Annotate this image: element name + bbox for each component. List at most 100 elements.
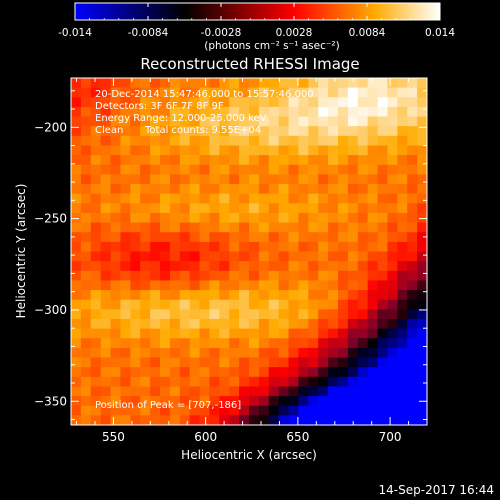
heatmap-cell	[160, 241, 171, 252]
heatmap-cell	[189, 415, 200, 425]
heatmap-cell	[120, 193, 131, 204]
heatmap-cell	[258, 203, 270, 214]
heatmap-cell	[90, 106, 102, 117]
heatmap-cell	[347, 386, 359, 397]
heatmap-cell	[179, 367, 191, 378]
heatmap-cell	[209, 299, 220, 310]
heatmap-cell	[387, 376, 398, 387]
heatmap-cell	[338, 87, 349, 98]
heatmap-cell	[417, 280, 427, 291]
heatmap-cell	[258, 328, 270, 339]
heatmap-cell	[90, 338, 102, 349]
heatmap-cell	[130, 126, 141, 137]
heatmap-cell	[377, 261, 388, 272]
heatmap-cell	[328, 318, 339, 330]
heatmap-cell	[367, 338, 378, 349]
heatmap-cell	[308, 405, 319, 416]
heatmap-cell	[288, 97, 299, 108]
heatmap-cell	[298, 184, 309, 195]
heatmap-cell	[189, 241, 200, 252]
heatmap-cell	[318, 87, 329, 98]
heatmap-cell	[328, 126, 339, 137]
heatmap-cell	[100, 347, 111, 358]
heatmap-cell	[417, 299, 427, 310]
heatmap-cell	[100, 261, 111, 272]
heatmap-cell	[407, 318, 418, 330]
heatmap-cell	[239, 347, 250, 358]
heatmap-cell	[110, 338, 121, 349]
heatmap-cell	[150, 290, 161, 301]
heatmap-cell	[249, 318, 260, 330]
heatmap-cell	[318, 318, 329, 330]
heatmap-cell	[160, 232, 171, 243]
heatmap-cell	[298, 415, 309, 425]
heatmap-cell	[387, 145, 398, 156]
heatmap-cell	[100, 328, 111, 339]
heatmap-cell	[288, 261, 299, 272]
heatmap-cell	[407, 78, 418, 89]
heatmap-cell	[357, 405, 369, 416]
heatmap-cell	[338, 396, 349, 407]
heatmap-cell	[308, 145, 319, 156]
heatmap-cell	[199, 261, 210, 272]
heatmap-cell	[387, 135, 398, 146]
heatmap-cell	[100, 241, 111, 252]
heatmap-cell	[130, 270, 141, 281]
heatmap-cell	[100, 164, 111, 175]
heatmap-cell	[298, 87, 309, 98]
heatmap-cell	[357, 106, 369, 117]
heatmap-cell	[338, 145, 349, 156]
heatmap-cell	[258, 184, 270, 195]
heatmap-cell	[278, 318, 289, 330]
heatmap-cell	[278, 415, 289, 425]
heatmap-cell	[387, 174, 398, 185]
heatmap-cell	[140, 232, 151, 243]
heatmap-cell	[347, 193, 359, 204]
heatmap-cell	[318, 357, 329, 368]
heatmap-cell	[417, 270, 427, 281]
heatmap-cell	[417, 193, 427, 204]
heatmap-cell	[278, 367, 289, 378]
heatmap-cell	[417, 318, 427, 330]
heatmap-cell	[417, 126, 427, 137]
heatmap-cell	[318, 347, 329, 358]
heatmap-cell	[417, 232, 427, 243]
heatmap-cell	[397, 97, 408, 108]
heatmap-cell	[278, 232, 289, 243]
heatmap-cell	[150, 367, 161, 378]
heatmap-cell	[338, 261, 349, 272]
heatmap-cell	[397, 232, 408, 243]
heatmap-cell	[110, 155, 121, 166]
heatmap-cell	[80, 193, 92, 204]
heatmap-cell	[229, 184, 240, 195]
heatmap-cell	[407, 232, 418, 243]
heatmap-cell	[80, 376, 92, 387]
heatmap-cell	[407, 164, 418, 175]
heatmap-cell	[347, 261, 359, 272]
heatmap-cell	[308, 251, 319, 262]
heatmap-cell	[140, 415, 151, 425]
heatmap-cell	[189, 145, 200, 156]
heatmap-cell	[140, 106, 151, 117]
heatmap-cell	[268, 367, 280, 378]
heatmap-cell	[239, 328, 250, 339]
heatmap-cell	[209, 155, 220, 166]
heatmap-cell	[258, 338, 270, 349]
heatmap-cell	[357, 376, 369, 387]
heatmap-cell	[169, 232, 181, 243]
heatmap-cell	[357, 261, 369, 272]
heatmap-cell	[268, 97, 280, 108]
heatmap-cell	[209, 318, 220, 330]
heatmap-cell	[199, 135, 210, 146]
heatmap-cell	[308, 164, 319, 175]
heatmap-cell	[229, 299, 240, 310]
heatmap-cell	[318, 338, 329, 349]
heatmap-cell	[229, 357, 240, 368]
heatmap-cell	[239, 396, 250, 407]
heatmap-cell	[120, 367, 131, 378]
heatmap-cell	[397, 328, 408, 339]
heatmap-cell	[338, 212, 349, 223]
heatmap-cell	[179, 251, 191, 262]
heatmap-cell	[169, 338, 181, 349]
heatmap-cell	[347, 145, 359, 156]
